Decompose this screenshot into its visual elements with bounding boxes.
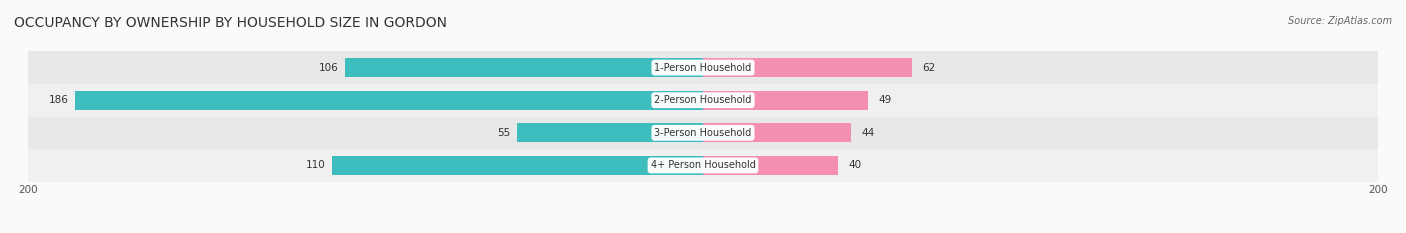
Text: 49: 49: [879, 95, 891, 105]
Text: 62: 62: [922, 63, 935, 72]
Bar: [703, 123, 852, 142]
Text: 44: 44: [862, 128, 875, 138]
Bar: [346, 58, 703, 77]
Bar: [28, 149, 1378, 182]
Bar: [332, 156, 703, 175]
Bar: [517, 123, 703, 142]
Text: 110: 110: [305, 161, 325, 170]
Bar: [76, 91, 703, 110]
Text: 106: 106: [319, 63, 339, 72]
Text: Source: ZipAtlas.com: Source: ZipAtlas.com: [1288, 16, 1392, 26]
Text: 186: 186: [49, 95, 69, 105]
Bar: [28, 116, 1378, 149]
Bar: [703, 91, 869, 110]
Text: OCCUPANCY BY OWNERSHIP BY HOUSEHOLD SIZE IN GORDON: OCCUPANCY BY OWNERSHIP BY HOUSEHOLD SIZE…: [14, 16, 447, 30]
Bar: [703, 156, 838, 175]
Bar: [703, 58, 912, 77]
Text: 3-Person Household: 3-Person Household: [654, 128, 752, 138]
Text: 1-Person Household: 1-Person Household: [654, 63, 752, 72]
Text: 2-Person Household: 2-Person Household: [654, 95, 752, 105]
Text: 55: 55: [498, 128, 510, 138]
Bar: [28, 51, 1378, 84]
Bar: [28, 84, 1378, 116]
Legend: Owner-occupied, Renter-occupied: Owner-occupied, Renter-occupied: [591, 230, 815, 233]
Text: 4+ Person Household: 4+ Person Household: [651, 161, 755, 170]
Text: 40: 40: [848, 161, 862, 170]
